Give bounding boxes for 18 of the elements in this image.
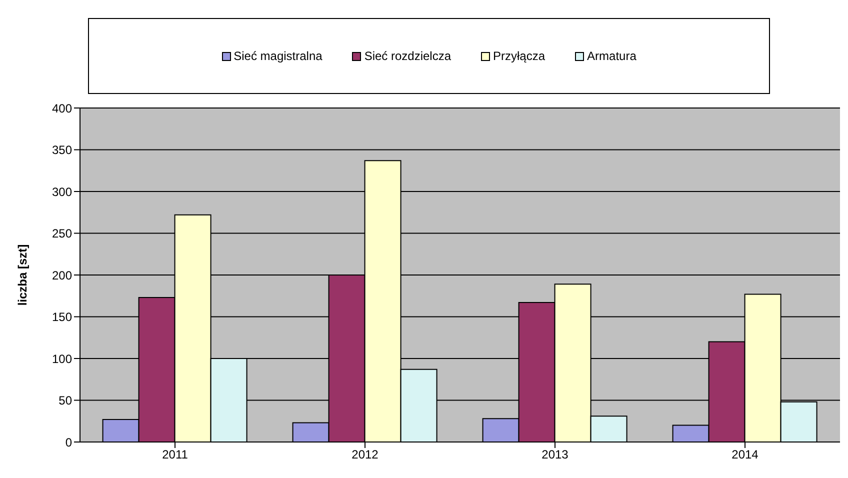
y-tick-label: 250 <box>52 226 72 241</box>
legend-label: Sieć magistralna <box>232 49 322 63</box>
y-tick-label: 400 <box>52 101 72 116</box>
y-tick-label: 300 <box>52 184 72 199</box>
x-tick-label: 2014 <box>732 448 759 462</box>
y-axis-title: liczba [szt] <box>15 244 30 306</box>
x-tick-label: 2012 <box>352 448 379 462</box>
legend-label: Przyłącza <box>492 49 546 63</box>
y-tick-label: 200 <box>52 268 72 282</box>
y-tick-label: 150 <box>52 310 72 324</box>
y-tick-label: 350 <box>52 143 72 158</box>
y-tick-label: 0 <box>65 435 72 450</box>
legend-label: Sieć rozdzielcza <box>363 49 452 63</box>
y-tick-label: 50 <box>58 394 72 408</box>
y-tick-label: 100 <box>52 352 72 366</box>
x-tick-label: 2011 <box>162 448 188 462</box>
legend-label: Armatura <box>586 49 636 63</box>
x-tick-label: 2013 <box>542 448 569 462</box>
